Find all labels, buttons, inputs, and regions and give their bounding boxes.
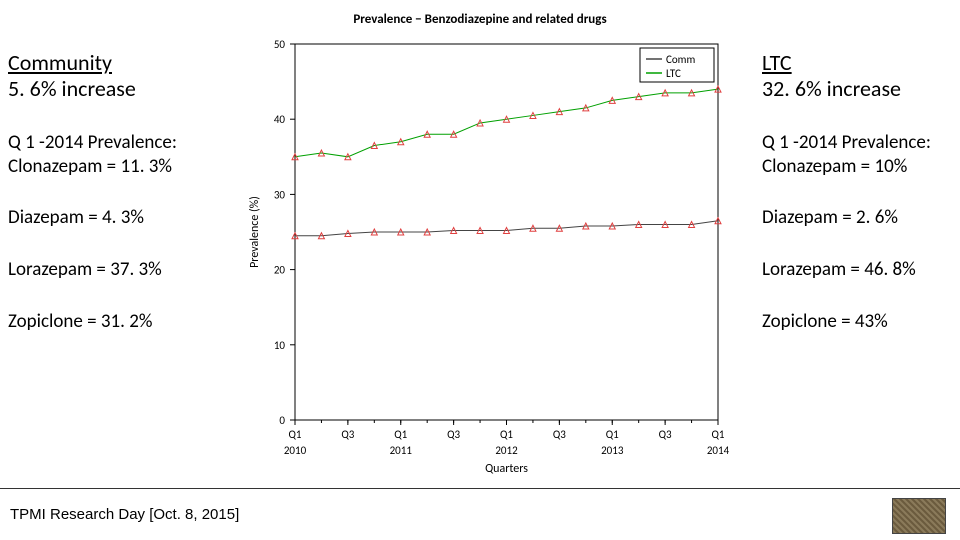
svg-text:2010: 2010 — [284, 444, 307, 457]
ltc-increase: 32. 6% increase — [762, 75, 901, 102]
community-zopiclone: Zopiclone = 31. 2% — [8, 310, 233, 334]
community-lorazepam: Lorazepam = 37. 3% — [8, 258, 233, 282]
svg-text:Q3: Q3 — [447, 428, 460, 441]
svg-text:50: 50 — [274, 38, 286, 51]
svg-text:Q1: Q1 — [712, 428, 725, 441]
ltc-panel: LTC 32. 6% increase Q 1 -2014 Prevalence… — [762, 50, 952, 362]
svg-text:Q3: Q3 — [659, 428, 672, 441]
svg-text:Prevalence (%): Prevalence (%) — [248, 196, 262, 268]
svg-text:Comm: Comm — [666, 53, 695, 66]
svg-text:10: 10 — [274, 339, 286, 352]
svg-text:Q1: Q1 — [394, 428, 407, 441]
ltc-heading: LTC — [762, 49, 792, 76]
svg-text:2011: 2011 — [390, 444, 413, 457]
prevalence-chart: 0 10 20 30 40 50 Prevalence (%) Q1 2010 Q3 Q1 2011 Q… — [240, 32, 730, 480]
svg-text:Q1: Q1 — [606, 428, 619, 441]
svg-text:Q3: Q3 — [341, 428, 354, 441]
community-diazepam: Diazepam = 4. 3% — [8, 206, 233, 230]
svg-text:40: 40 — [274, 113, 286, 126]
ltc-diazepam: Diazepam = 2. 6% — [762, 206, 952, 230]
ltc-lorazepam: Lorazepam = 46. 8% — [762, 258, 952, 282]
community-clonazepam: Clonazepam = 11. 3% — [8, 155, 172, 178]
svg-text:30: 30 — [274, 188, 286, 201]
footer-text: TPMI Research Day [Oct. 8, 2015] — [10, 506, 239, 523]
svg-text:2013: 2013 — [601, 444, 624, 457]
svg-text:Quarters: Quarters — [485, 462, 528, 476]
svg-text:Q1: Q1 — [500, 428, 513, 441]
ltc-clonazepam: Clonazepam = 10% — [762, 155, 907, 178]
stamp-image — [892, 498, 946, 534]
chart-title: Prevalence − Benzodiazepine and related … — [0, 12, 960, 27]
community-increase: 5. 6% increase — [8, 75, 136, 102]
svg-text:LTC: LTC — [666, 67, 681, 80]
community-panel: Community 5. 6% increase Q 1 -2014 Preva… — [8, 50, 233, 362]
svg-text:0: 0 — [279, 414, 285, 427]
svg-text:20: 20 — [274, 264, 286, 277]
community-heading: Community — [8, 49, 112, 76]
community-subhead: Q 1 -2014 Prevalence: — [8, 131, 177, 154]
ltc-zopiclone: Zopiclone = 43% — [762, 310, 952, 334]
svg-text:2012: 2012 — [495, 444, 518, 457]
svg-text:2014: 2014 — [707, 444, 730, 457]
footer-bar: TPMI Research Day [Oct. 8, 2015] — [0, 488, 960, 540]
svg-text:Q1: Q1 — [289, 428, 302, 441]
ltc-subhead: Q 1 -2014 Prevalence: — [762, 131, 931, 154]
svg-text:Q3: Q3 — [553, 428, 566, 441]
